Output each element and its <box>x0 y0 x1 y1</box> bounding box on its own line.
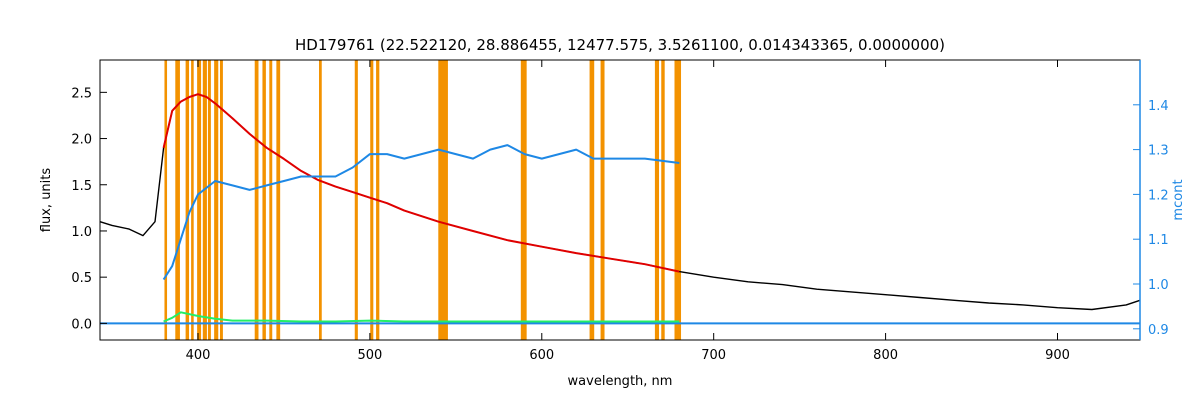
masked-region-13 <box>319 60 322 340</box>
y-tick-label-1: 1.0 <box>71 225 92 240</box>
x-axis-label: wavelength, nm <box>568 374 673 389</box>
y-tick-label-0.5: 0.5 <box>71 271 92 286</box>
masked-region-5 <box>202 60 207 340</box>
masked-region-10 <box>262 60 266 340</box>
masked-region-8 <box>219 60 223 340</box>
masked-region-4 <box>197 60 202 340</box>
y-right-tick-label-1.2: 1.2 <box>1148 188 1169 203</box>
y-right-tick-label-0.9: 0.9 <box>1148 323 1169 338</box>
masked-region-21 <box>654 60 660 340</box>
masked-region-2 <box>185 60 190 340</box>
y-tick-label-2.5: 2.5 <box>71 86 92 101</box>
y-tick-label-0: 0.0 <box>71 317 92 332</box>
masked-region-22 <box>661 60 665 340</box>
y-axis-label: flux, units <box>39 168 54 233</box>
axis-ticks: 400 500 600 700 800 900 0.0 0.5 1.0 1.5 2.0 2.5 0.9 1… <box>71 60 1169 363</box>
masked-region-3 <box>191 60 194 340</box>
y-tick-label-2: 2.0 <box>71 133 92 148</box>
y-right-tick-label-1.4: 1.4 <box>1148 99 1169 114</box>
masked-region-6 <box>207 60 211 340</box>
x-tick-label-900: 900 <box>1045 348 1070 363</box>
x-tick-label-500: 500 <box>357 348 382 363</box>
masked-region-9 <box>254 60 259 340</box>
y-right-tick-label-1: 1.0 <box>1148 278 1169 293</box>
masked-region-12 <box>276 60 281 340</box>
masked-regions <box>164 60 682 340</box>
chart-title: HD179761 (22.522120, 28.886455, 12477.57… <box>295 36 945 54</box>
series-model <box>162 93 680 273</box>
masked-region-15 <box>370 60 374 340</box>
y-axis-right-label: mcont <box>1171 179 1186 220</box>
series-residual <box>163 311 680 323</box>
masked-region-20 <box>600 60 605 340</box>
y-right-tick-label-1.3: 1.3 <box>1148 144 1169 159</box>
masked-region-23 <box>674 60 682 340</box>
masked-region-14 <box>354 60 358 340</box>
y-right-tick-label-1.1: 1.1 <box>1148 233 1169 248</box>
x-tick-label-800: 800 <box>873 348 898 363</box>
masked-region-11 <box>269 60 273 340</box>
x-tick-label-700: 700 <box>701 348 726 363</box>
chart-series <box>99 93 1141 325</box>
masked-region-19 <box>589 60 595 340</box>
series-mcont <box>162 144 680 281</box>
masked-region-18 <box>520 60 527 340</box>
x-tick-label-600: 600 <box>529 348 554 363</box>
masked-region-0 <box>164 60 168 340</box>
y-tick-label-1.5: 1.5 <box>71 179 92 194</box>
x-tick-label-400: 400 <box>186 348 211 363</box>
masked-region-1 <box>175 60 180 340</box>
masked-region-7 <box>214 60 219 340</box>
masked-region-17 <box>438 60 448 340</box>
